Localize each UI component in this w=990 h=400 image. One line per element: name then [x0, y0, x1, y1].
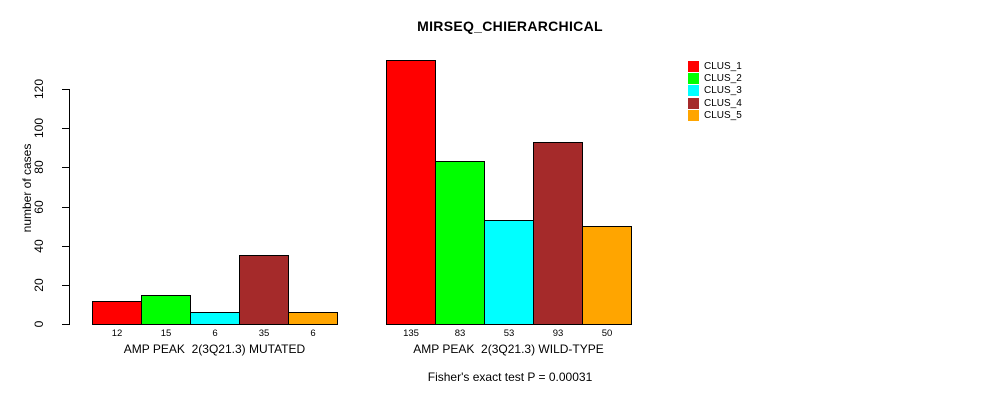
- statistical-test-note: Fisher's exact test P = 0.00031: [427, 370, 593, 384]
- bar-value-label: 12: [111, 328, 123, 339]
- bar: [288, 312, 338, 325]
- legend-item-label: CLUS_1: [704, 60, 742, 72]
- legend-swatch: [688, 60, 699, 72]
- bar: [141, 294, 191, 325]
- y-tick: [62, 284, 69, 286]
- y-tick: [62, 206, 69, 208]
- bar-value-label: 83: [454, 328, 466, 339]
- bar: [484, 220, 534, 325]
- bar-value-label: 135: [403, 328, 419, 339]
- bar-value-label: 6: [212, 328, 218, 339]
- y-tick-label: 80: [32, 160, 46, 175]
- y-tick: [62, 324, 69, 325]
- legend-item-label: CLUS_3: [704, 85, 742, 97]
- group-label: AMP PEAK 2(3Q21.3) WILD-TYPE: [413, 342, 604, 356]
- y-tick: [62, 245, 69, 247]
- legend-swatch: [688, 73, 699, 85]
- legend-row: CLUS_5: [688, 110, 742, 122]
- bar: [239, 255, 289, 325]
- bar-value-label: 35: [258, 328, 270, 339]
- legend-item-label: CLUS_2: [704, 73, 742, 85]
- chart-title: MIRSEQ_CHIERARCHICAL: [417, 18, 603, 34]
- y-tick: [62, 89, 69, 90]
- y-tick-label: 60: [32, 199, 46, 214]
- legend-item-label: CLUS_4: [704, 97, 742, 109]
- bar: [92, 300, 142, 325]
- bar-value-label: 53: [503, 328, 515, 339]
- bar: [435, 161, 485, 325]
- y-tick-label: 100: [32, 118, 46, 139]
- legend-row: CLUS_4: [688, 97, 742, 109]
- bar: [533, 141, 583, 325]
- y-tick-label: 0: [32, 320, 46, 328]
- legend-row: CLUS_3: [688, 85, 742, 97]
- y-tick: [62, 167, 69, 169]
- legend-item-label: CLUS_5: [704, 110, 742, 122]
- legend-swatch: [688, 85, 699, 97]
- legend-swatch: [688, 110, 699, 122]
- y-tick-label: 40: [32, 238, 46, 253]
- legend-row: CLUS_1: [688, 60, 742, 72]
- legend-row: CLUS_2: [688, 72, 742, 85]
- bar-value-label: 6: [310, 328, 316, 339]
- y-axis: [69, 89, 70, 325]
- bar-value-label: 15: [160, 328, 172, 339]
- y-tick-label: 120: [32, 78, 46, 100]
- bar-value-label: 93: [552, 328, 564, 339]
- y-tick: [62, 128, 69, 130]
- bar: [386, 59, 436, 325]
- y-tick-label: 20: [32, 278, 46, 292]
- legend: CLUS_1 CLUS_2 CLUS_3 CLUS_4 CLUS_5: [688, 60, 742, 122]
- bar: [190, 312, 240, 325]
- bar-value-label: 50: [601, 328, 613, 339]
- bar: [582, 226, 632, 325]
- group-label: AMP PEAK 2(3Q21.3) MUTATED: [123, 342, 306, 356]
- legend-swatch: [688, 97, 699, 109]
